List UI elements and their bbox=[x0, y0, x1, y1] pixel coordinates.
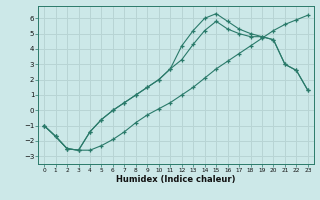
X-axis label: Humidex (Indice chaleur): Humidex (Indice chaleur) bbox=[116, 175, 236, 184]
